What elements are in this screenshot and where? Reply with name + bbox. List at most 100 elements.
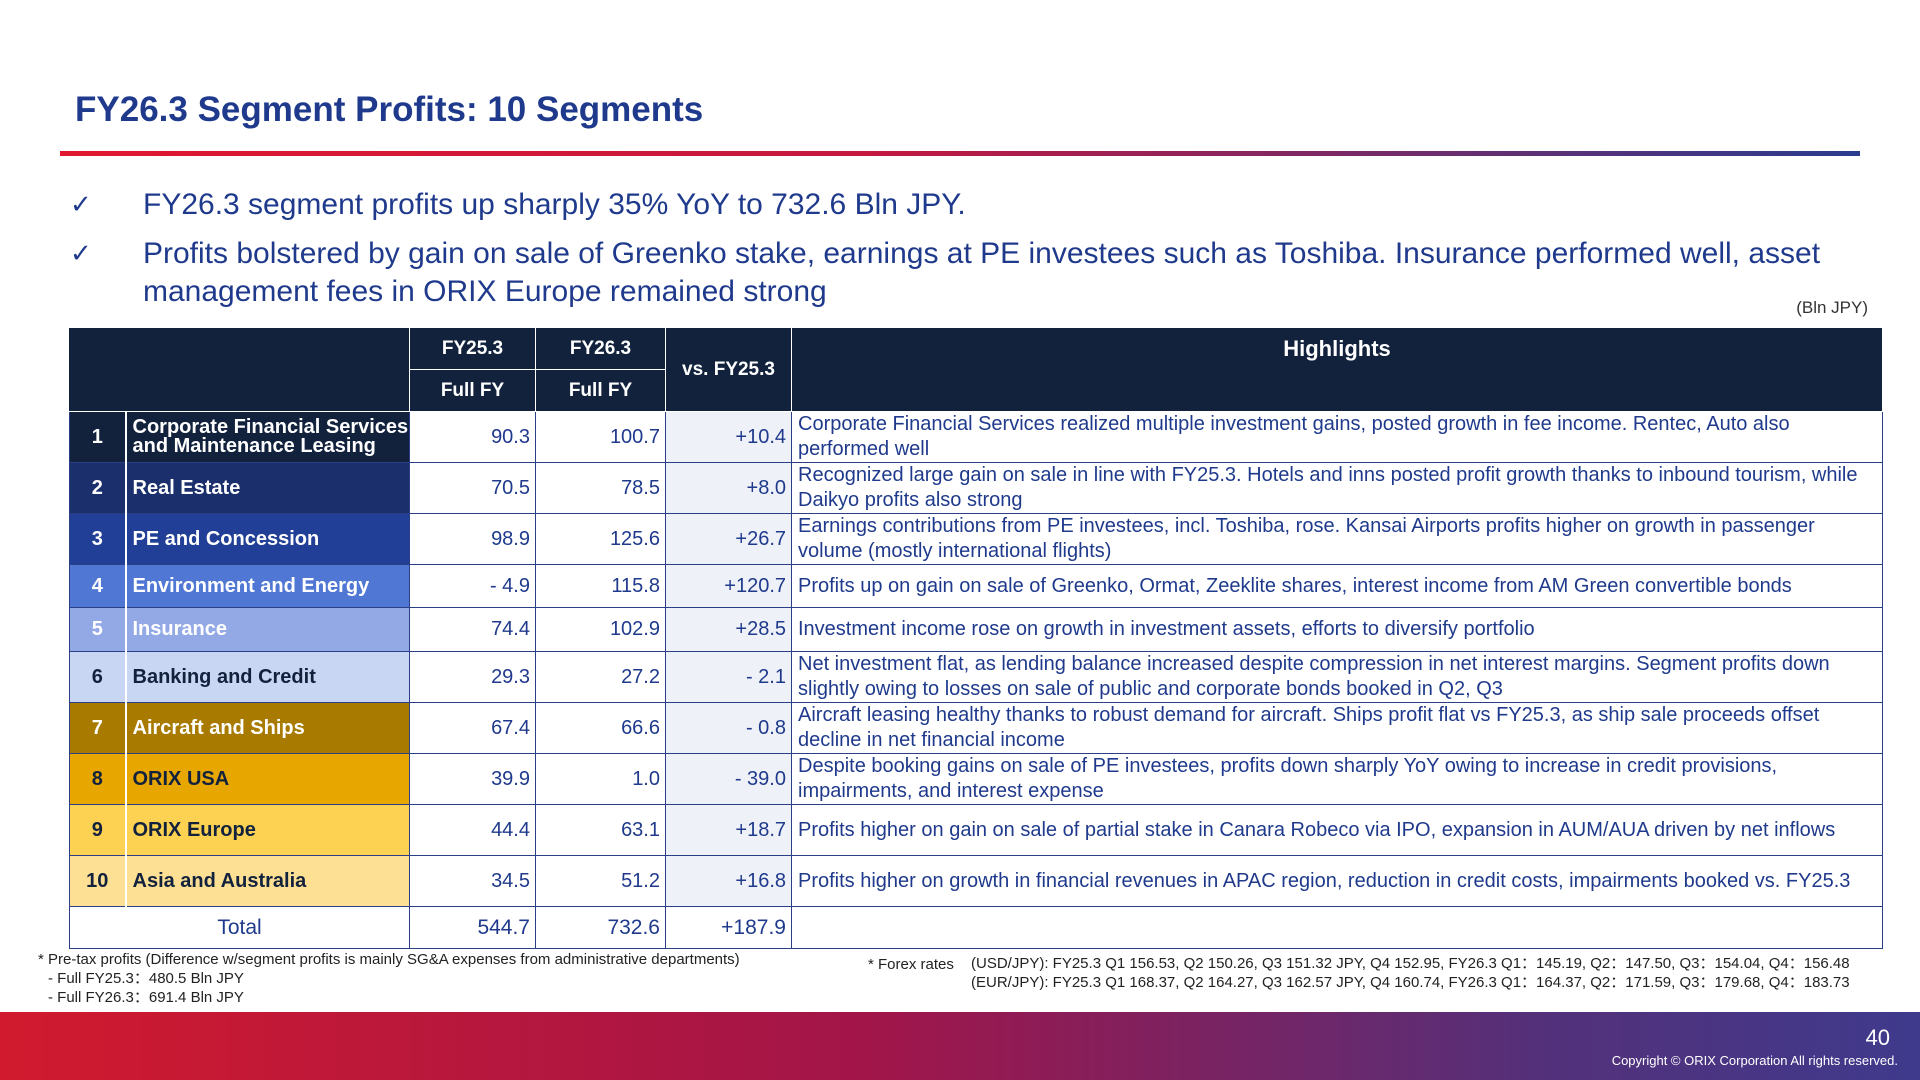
vs-value: +28.5 [665, 607, 792, 652]
total-label: Total [69, 906, 410, 949]
total-vs: +187.9 [665, 906, 792, 949]
segment-name: ORIX USA [125, 753, 410, 805]
fy25-value: 39.9 [409, 753, 536, 805]
highlight-text: Despite booking gains on sale of PE inve… [791, 753, 1883, 805]
header-fy26-scope: Full FY [535, 369, 666, 412]
fy26-value: 63.1 [535, 804, 666, 856]
segment-name: Corporate Financial Services and Mainten… [125, 411, 410, 463]
fy26-value: 102.9 [535, 607, 666, 652]
bullet-text: FY26.3 segment profits up sharply 35% Yo… [143, 188, 966, 221]
table-row: 3 PE and Concession 98.9 125.6 +26.7 Earnings… [69, 513, 1883, 565]
vs-value: - 39.0 [665, 753, 792, 805]
segment-name: Banking and Credit [125, 651, 410, 703]
fy25-value: 34.5 [409, 855, 536, 907]
highlight-text: Aircraft leasing healthy thanks to robus… [791, 702, 1883, 754]
vs-value: - 2.1 [665, 651, 792, 703]
vs-value: +120.7 [665, 564, 792, 608]
fy26-value: 51.2 [535, 855, 666, 907]
fy25-value: 74.4 [409, 607, 536, 652]
vs-value: +26.7 [665, 513, 792, 565]
highlight-text: Corporate Financial Services realized mu… [791, 411, 1883, 463]
page-title: FY26.3 Segment Profits: 10 Segments [75, 90, 704, 129]
table-row: 6 Banking and Credit 29.3 27.2- 2.1 Net inve… [69, 651, 1883, 703]
vs-value: - 0.8 [665, 702, 792, 754]
fy26-value: 27.2 [535, 651, 666, 703]
fy26-value: 100.7 [535, 411, 666, 463]
highlight-text: Recognized large gain on sale in line wi… [791, 462, 1883, 514]
fy25-value: 90.3 [409, 411, 536, 463]
segment-name: Insurance [125, 607, 410, 652]
table-row: 10 Asia and Australia 34.5 51.2 +16.8 Profits… [69, 855, 1883, 907]
table-row: 9 ORIX Europe 44.4 63.1 +18.7 Profits higher … [69, 804, 1883, 856]
fy26-value: 1.0 [535, 753, 666, 805]
fy26-value: 125.6 [535, 513, 666, 565]
segment-number: 9 [69, 804, 127, 856]
segment-number: 3 [69, 513, 127, 565]
table-row: 2 Real Estate 70.5 78.5 +8.0 Recognized large… [69, 462, 1883, 514]
footer-band [0, 1012, 1920, 1080]
check-icon: ✓ [70, 239, 92, 269]
highlight-text: Profits higher on growth in financial re… [791, 855, 1883, 907]
vs-value: +10.4 [665, 411, 792, 463]
segment-number: 4 [69, 564, 127, 608]
check-icon: ✓ [70, 190, 92, 220]
table-row: 7 Aircraft and Ships 67.4 66.6- 0.8 Aircraft… [69, 702, 1883, 754]
vs-value: +16.8 [665, 855, 792, 907]
total-fy25: 544.7 [409, 906, 536, 949]
header-fy25-period: FY25.3 [409, 327, 536, 370]
fy25-value: - 4.9 [409, 564, 536, 608]
pretax-fy25-note: - Full FY25.3：480.5 Bln JPY [48, 970, 244, 987]
segment-number: 6 [69, 651, 127, 703]
segment-number: 1 [69, 411, 127, 463]
fy25-value: 29.3 [409, 651, 536, 703]
segment-number: 7 [69, 702, 127, 754]
bullet-item: ✓ Profits bolstered by gain on sale of G… [70, 235, 1870, 311]
segment-name: Real Estate [125, 462, 410, 514]
pretax-fy26-note: - Full FY26.3：691.4 Bln JPY [48, 989, 244, 1006]
fy26-value: 115.8 [535, 564, 666, 608]
header-vs: vs. FY25.3 [665, 327, 792, 412]
forex-eur-rates: (EUR/JPY): FY25.3 Q1 168.37, Q2 164.27, … [971, 974, 1850, 991]
table-row: 1 Corporate Financial Services and Mainte… [69, 411, 1883, 463]
title-divider [60, 151, 1860, 156]
segment-name: Asia and Australia [125, 855, 410, 907]
highlight-text: Profits higher on gain on sale of partia… [791, 804, 1883, 856]
highlight-text: Net investment flat, as lending balance … [791, 651, 1883, 703]
fy26-value: 66.6 [535, 702, 666, 754]
segment-name: Aircraft and Ships [125, 702, 410, 754]
copyright-text: Copyright © ORIX Corporation All rights … [1611, 1053, 1898, 1068]
page-number: 40 [1865, 1025, 1890, 1050]
vs-value: +18.7 [665, 804, 792, 856]
header-fy25-scope: Full FY [409, 369, 536, 412]
header-fy26-period: FY26.3 [535, 327, 666, 370]
bullet-item: ✓ FY26.3 segment profits up sharply 35% … [70, 186, 1870, 224]
fy25-value: 70.5 [409, 462, 536, 514]
unit-label: (Bln JPY) [1796, 298, 1868, 317]
segment-number: 8 [69, 753, 127, 805]
segment-name: Environment and Energy [125, 564, 410, 608]
vs-value: +8.0 [665, 462, 792, 514]
pretax-note: * Pre-tax profits (Difference w/segment … [38, 951, 740, 968]
segment-name: PE and Concession [125, 513, 410, 565]
table-row: 8 ORIX USA 39.9 1.0- 39.0 Despite booking ga… [69, 753, 1883, 805]
forex-label: * Forex rates [868, 956, 954, 973]
table-row: 4 Environment and Energy - 4.9 115.8 +120.7 P… [69, 564, 1883, 608]
fy25-value: 44.4 [409, 804, 536, 856]
forex-usd-rates: (USD/JPY): FY25.3 Q1 156.53, Q2 150.26, … [971, 955, 1850, 972]
total-highlight-empty [791, 906, 1883, 949]
highlight-text: Earnings contributions from PE investees… [791, 513, 1883, 565]
segment-number: 5 [69, 607, 127, 652]
fy25-value: 98.9 [409, 513, 536, 565]
header-corner [69, 327, 410, 412]
bullet-text: Profits bolstered by gain on sale of Gre… [143, 237, 1821, 308]
fy25-value: 67.4 [409, 702, 536, 754]
segment-name: ORIX Europe [125, 804, 410, 856]
segment-number: 10 [69, 855, 127, 907]
pretax-footnote: * Pre-tax profits (Difference w/segment … [38, 950, 740, 1007]
header-highlights: Highlights [791, 327, 1883, 412]
segment-profits-table: FY25.3 FY26.3 vs. FY25.3 Highlights Full… [69, 327, 1883, 949]
total-fy26: 732.6 [535, 906, 666, 949]
summary-bullets: ✓ FY26.3 segment profits up sharply 35% … [70, 186, 1870, 322]
segment-number: 2 [69, 462, 127, 514]
total-row: Total 544.7 732.6 +187.9 [69, 906, 1883, 949]
